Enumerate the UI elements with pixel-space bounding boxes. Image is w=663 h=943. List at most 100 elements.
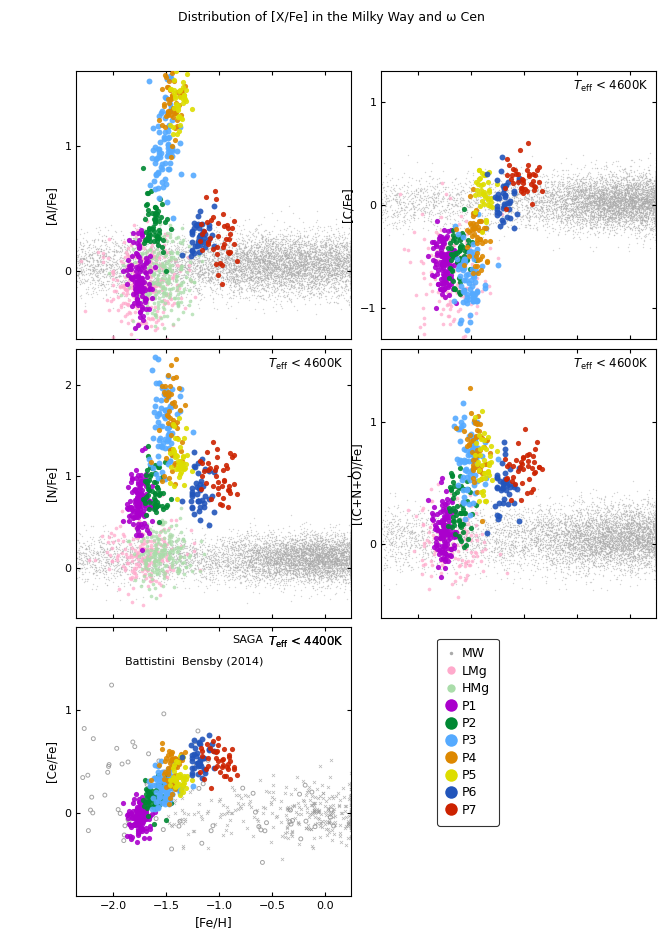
Point bbox=[324, 551, 334, 566]
Point bbox=[651, 169, 662, 184]
Point bbox=[651, 517, 662, 532]
Point bbox=[576, 497, 587, 512]
Point bbox=[498, 180, 509, 195]
Point bbox=[639, 555, 650, 571]
Point bbox=[333, 250, 344, 265]
Point bbox=[625, 189, 635, 204]
Point bbox=[300, 567, 311, 582]
Point bbox=[339, 530, 349, 545]
Point bbox=[545, 179, 556, 194]
Point bbox=[627, 190, 638, 205]
Point bbox=[208, 240, 219, 255]
Point bbox=[200, 271, 210, 286]
Point bbox=[195, 539, 206, 554]
Point bbox=[324, 559, 334, 574]
Point bbox=[426, 517, 436, 532]
Point bbox=[278, 559, 288, 574]
Point bbox=[99, 280, 110, 295]
Point bbox=[651, 190, 662, 205]
Point bbox=[225, 244, 235, 259]
Point bbox=[626, 217, 636, 232]
Point bbox=[324, 548, 334, 563]
Point bbox=[272, 549, 283, 564]
Point bbox=[651, 539, 662, 554]
Point bbox=[346, 544, 357, 559]
Point bbox=[623, 516, 633, 531]
Point bbox=[640, 191, 651, 207]
Point bbox=[346, 259, 357, 274]
Point bbox=[651, 190, 662, 205]
Point bbox=[536, 513, 546, 528]
Point bbox=[195, 753, 206, 769]
Point bbox=[623, 505, 634, 520]
Point bbox=[455, 231, 466, 246]
Point bbox=[253, 289, 264, 304]
Point bbox=[346, 565, 357, 580]
Point bbox=[455, 518, 465, 533]
Point bbox=[229, 245, 240, 260]
Point bbox=[265, 551, 275, 566]
Point bbox=[470, 451, 481, 466]
Point bbox=[106, 677, 117, 692]
Point bbox=[307, 564, 318, 579]
Point bbox=[323, 534, 333, 549]
Point bbox=[346, 550, 357, 565]
Point bbox=[125, 567, 135, 582]
Point bbox=[651, 189, 662, 204]
Point bbox=[599, 186, 610, 201]
Point bbox=[471, 459, 481, 474]
Point bbox=[79, 545, 90, 560]
Point bbox=[589, 203, 600, 218]
Point bbox=[299, 548, 310, 563]
Point bbox=[324, 557, 334, 572]
Point bbox=[327, 559, 337, 574]
Point bbox=[285, 250, 296, 265]
Point bbox=[623, 529, 633, 544]
Point bbox=[627, 562, 637, 577]
Point bbox=[605, 531, 615, 546]
Point bbox=[241, 557, 252, 572]
Point bbox=[634, 539, 645, 554]
Point bbox=[341, 241, 351, 256]
Point bbox=[544, 535, 554, 550]
Point bbox=[127, 256, 138, 272]
Point bbox=[651, 520, 662, 535]
Point bbox=[387, 541, 398, 556]
Point bbox=[599, 208, 610, 223]
Point bbox=[651, 199, 662, 214]
Point bbox=[461, 523, 472, 538]
Point bbox=[339, 239, 350, 254]
Point bbox=[616, 536, 627, 551]
Point bbox=[312, 582, 322, 597]
Point bbox=[271, 262, 282, 277]
Point bbox=[564, 204, 574, 219]
Point bbox=[554, 210, 564, 225]
Point bbox=[555, 184, 566, 199]
Point bbox=[342, 241, 353, 256]
Point bbox=[306, 555, 316, 571]
Point bbox=[265, 257, 275, 273]
Point bbox=[625, 174, 636, 190]
Point bbox=[617, 550, 628, 565]
Point bbox=[164, 263, 174, 278]
Point bbox=[587, 557, 598, 572]
Point bbox=[570, 196, 581, 211]
Point bbox=[315, 286, 326, 301]
Point bbox=[133, 523, 144, 538]
Point bbox=[557, 488, 568, 504]
Point bbox=[271, 253, 282, 268]
Point bbox=[206, 258, 217, 273]
Point bbox=[598, 193, 609, 208]
Point bbox=[582, 533, 593, 548]
Point bbox=[289, 240, 300, 256]
Point bbox=[636, 203, 646, 218]
Point bbox=[626, 176, 636, 191]
Point bbox=[591, 216, 601, 231]
Point bbox=[247, 560, 258, 575]
Point bbox=[651, 218, 662, 233]
Point bbox=[388, 207, 398, 222]
Point bbox=[516, 184, 527, 199]
Point bbox=[265, 271, 276, 286]
Point bbox=[154, 260, 164, 275]
Point bbox=[544, 198, 554, 213]
